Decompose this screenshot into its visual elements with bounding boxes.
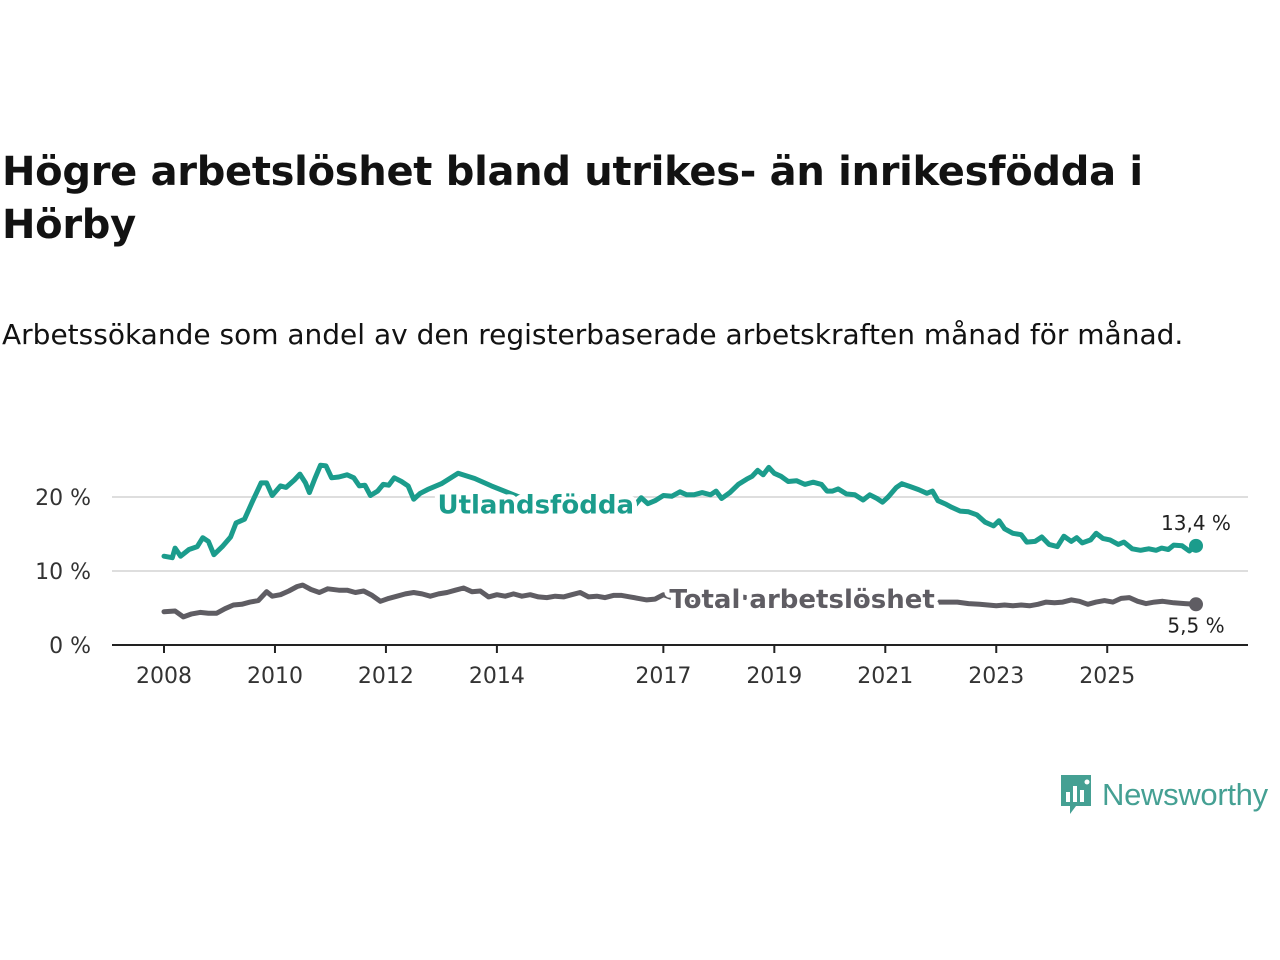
series-label: Utlandsfödda [437,490,634,520]
y-tick-label: 10 % [35,560,91,585]
x-tick-label: 2023 [968,664,1024,689]
series-end-label: 13,4 % [1161,511,1231,535]
series-end-marker [1189,597,1203,612]
series-line-1 [161,582,1199,620]
series-end-marker [1189,538,1203,553]
x-tick-label: 2010 [247,664,303,689]
x-tick-label: 2012 [358,664,414,689]
series-labels: Utlandsfödda Total arbetslöshet [432,485,939,620]
x-tick-label: 2017 [635,664,691,689]
line-chart: 0 % 10 % 20 % 2008 2010 2012 2014 2017 2019 2021… [35,462,1248,689]
brand-name: Newsworthy [1102,777,1268,812]
y-tick-label: 0 % [49,634,91,659]
x-tick-label: 2014 [469,664,525,689]
y-tick-label: 20 % [35,486,91,511]
x-axis: 2008 2010 2012 2014 2017 2019 2021 2023 2025 [136,645,1135,689]
x-tick-label: 2025 [1079,664,1135,689]
chart-subtitle: Arbetssökande som andel av den registerb… [2,318,1184,351]
y-axis: 0 % 10 % 20 % [35,486,91,659]
x-tick-label: 2019 [746,664,802,689]
series-line-0 [161,462,1199,561]
chart-title: Högre arbetslöshet bland utrikes- än inr… [2,149,1143,248]
series-label: Total arbetslöshet [669,585,934,615]
series-end-label: 5,5 % [1167,613,1224,637]
newsworthy-logo-icon [1061,775,1091,814]
x-tick-label: 2021 [857,664,913,689]
x-tick-label: 2008 [136,664,192,689]
brand-logo[interactable]: Newsworthy [1058,772,1268,818]
gridlines [112,496,1248,572]
series: 13,4 % 5,5 % [161,462,1231,637]
